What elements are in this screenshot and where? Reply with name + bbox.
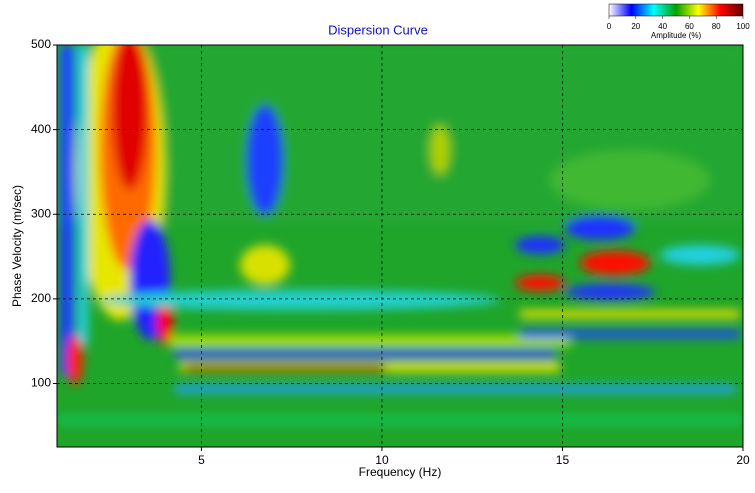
colorbar-tick-label: 0 — [607, 22, 612, 31]
heatmap — [57, 45, 743, 447]
colorbar-label: Amplitude (%) — [651, 31, 702, 40]
x-tick-label: 5 — [198, 453, 205, 467]
y-tick-label: 500 — [31, 37, 51, 51]
colorbar-tick-label: 80 — [712, 22, 721, 31]
x-tick-label: 15 — [556, 453, 570, 467]
y-tick-label: 200 — [31, 291, 51, 305]
x-axis-label: Frequency (Hz) — [359, 465, 442, 479]
y-tick-label: 100 — [31, 376, 51, 390]
colorbar — [608, 3, 744, 17]
colorbar-tick-label: 40 — [658, 22, 667, 31]
x-tick-label: 10 — [375, 453, 389, 467]
y-tick-label: 300 — [31, 206, 51, 220]
heatmap-features — [57, 45, 743, 425]
y-axis-label: Phase Velocity (m/sec) — [10, 185, 24, 307]
y-tick-label: 400 — [31, 122, 51, 136]
colorbar-tick-label: 100 — [736, 22, 750, 31]
x-tick-label: 20 — [736, 453, 750, 467]
chart-title: Dispersion Curve — [328, 22, 428, 37]
colorbar-tick-label: 20 — [631, 22, 640, 31]
colorbar-tick-label: 60 — [685, 22, 694, 31]
